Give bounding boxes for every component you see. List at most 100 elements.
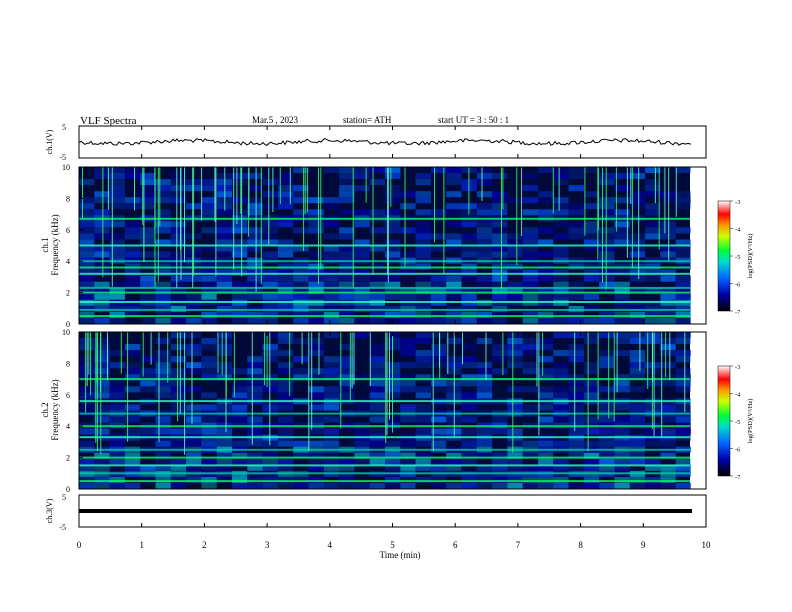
- spectrogram-noise-cell: [109, 362, 125, 369]
- spectrogram-noise-cell: [232, 311, 248, 318]
- spectrogram-noise-cell: [385, 227, 401, 234]
- spectrogram-noise-cell: [522, 338, 538, 344]
- ch3-voltage-panel: 5 -5 ch.3(V): [45, 493, 707, 532]
- spectrogram-noise-cell: [522, 344, 538, 351]
- spectrogram-noise-cell: [155, 281, 171, 288]
- spectrogram-noise-cell: [675, 251, 691, 258]
- spectrogram-noise-cell: [461, 318, 477, 324]
- spectrogram-band: [79, 400, 690, 403]
- spectrogram-noise-cell: [415, 440, 431, 447]
- spectrogram-noise-cell: [293, 483, 309, 489]
- spectrogram-spheric: [240, 167, 242, 214]
- spectrogram-noise-cell: [400, 476, 416, 483]
- spectrogram-noise-cell: [553, 293, 569, 300]
- spectrogram-noise-cell: [323, 404, 340, 411]
- spectrogram-spheric: [389, 332, 390, 420]
- spectrogram-noise-cell: [323, 167, 340, 173]
- spectrogram-noise-cell: [415, 281, 431, 288]
- spectrogram-noise-cell: [522, 209, 538, 216]
- spectrogram-noise-cell: [492, 416, 508, 423]
- spectrogram-spheric: [665, 332, 667, 378]
- spectrogram-noise-cell: [583, 452, 600, 459]
- spectrogram-noise-cell: [308, 287, 324, 294]
- spectrogram-noise-cell: [216, 245, 232, 252]
- spectrogram-noise-cell: [262, 233, 278, 240]
- spectrogram-spheric: [638, 167, 640, 279]
- spectrogram-noise-cell: [94, 233, 110, 240]
- spectrogram-noise-cell: [79, 428, 95, 435]
- spectrogram-noise-cell: [538, 251, 554, 258]
- spectrogram-spheric: [224, 167, 226, 211]
- spectrogram-noise-cell: [247, 239, 263, 246]
- spectrogram-noise-cell: [247, 380, 263, 387]
- time-tick-label: 0: [77, 540, 82, 550]
- spectrogram-noise-cell: [415, 428, 431, 435]
- spectrogram-noise-cell: [369, 416, 385, 423]
- spectrogram-noise-cell: [232, 245, 248, 252]
- spectrogram-noise-cell: [323, 203, 340, 210]
- spectrogram-noise-cell: [201, 362, 217, 369]
- spectrogram-noise-cell: [170, 458, 187, 465]
- spectrogram-noise-cell: [308, 464, 324, 471]
- spectrogram-noise-cell: [476, 311, 493, 318]
- spectrogram-noise-cell: [247, 281, 263, 288]
- spectrogram-noise-cell: [461, 374, 477, 381]
- spectrogram-noise-cell: [599, 416, 615, 423]
- spectrogram-noise-cell: [400, 440, 416, 447]
- spectrogram-noise-cell: [507, 440, 523, 447]
- spectrogram-spheric: [248, 167, 250, 237]
- spectrogram-noise-cell: [430, 374, 447, 381]
- spectrogram-noise-cell: [308, 293, 324, 300]
- spectrogram-noise-cell: [522, 293, 538, 300]
- spectrogram-noise-cell: [140, 476, 156, 483]
- spectrogram-noise-cell: [430, 458, 447, 465]
- spectrogram-noise-cell: [293, 374, 309, 381]
- spectrogram-noise-cell: [155, 476, 171, 483]
- spectrogram-noise-cell: [645, 167, 661, 173]
- spectrogram-noise-cell: [553, 476, 569, 483]
- spectrogram-noise-cell: [430, 344, 447, 351]
- spectrogram-noise-cell: [232, 197, 248, 204]
- spectrogram-noise-cell: [109, 239, 125, 246]
- spectrogram-noise-cell: [124, 483, 141, 489]
- spectrogram-noise-cell: [354, 483, 370, 489]
- spectrogram-noise-cell: [385, 476, 401, 483]
- spectrogram-noise-cell: [79, 344, 95, 351]
- spectrogram-noise-cell: [308, 374, 324, 381]
- ch1-ytick-top: 5: [62, 123, 66, 132]
- spectrogram-noise-cell: [155, 368, 171, 375]
- spectrogram-spheric: [184, 167, 185, 263]
- spectrogram-noise-cell: [354, 251, 370, 258]
- spectrogram-noise-cell: [461, 392, 477, 399]
- spectrogram-noise-cell: [461, 428, 477, 435]
- spectrogram-noise-cell: [476, 167, 493, 173]
- spectrogram-noise-cell: [201, 483, 217, 489]
- spectrogram-spheric: [90, 332, 92, 396]
- spectrogram-noise-cell: [568, 440, 584, 447]
- spectrogram-noise-cell: [323, 281, 340, 288]
- spectrogram-noise-cell: [308, 209, 324, 216]
- spectrogram-spheric: [668, 167, 670, 261]
- spectrogram-noise-cell: [599, 332, 615, 338]
- spectrogram-noise-cell: [369, 344, 385, 351]
- ch1-colorbar-label: log(PSD)(V²/Hz): [747, 234, 754, 279]
- spectrogram-noise-cell: [216, 464, 232, 471]
- spectrogram-band: [79, 315, 690, 318]
- spectrogram-noise-cell: [354, 167, 370, 173]
- spectrogram-noise-cell: [461, 239, 477, 246]
- spectrogram-noise-cell: [415, 245, 431, 252]
- spectrogram-noise-cell: [507, 428, 523, 435]
- spectrogram-spheric: [386, 332, 388, 436]
- spectrogram-noise-cell: [614, 350, 630, 357]
- spectrogram-noise-cell: [124, 344, 141, 351]
- spectrogram-noise-cell: [354, 173, 370, 179]
- spectrogram-noise-cell: [79, 179, 95, 186]
- spectrogram-noise-cell: [247, 356, 263, 363]
- spectrogram-noise-cell: [430, 167, 447, 173]
- spectrogram-noise-cell: [201, 311, 217, 318]
- spectrogram-noise-cell: [446, 275, 462, 282]
- time-axis-ticks: 0 1 2 3 4 5 6 7 8 9 10: [77, 126, 711, 550]
- spectrogram-noise-cell: [400, 416, 416, 423]
- spectrogram-noise-cell: [507, 483, 523, 489]
- spectrogram-noise-cell: [553, 458, 569, 465]
